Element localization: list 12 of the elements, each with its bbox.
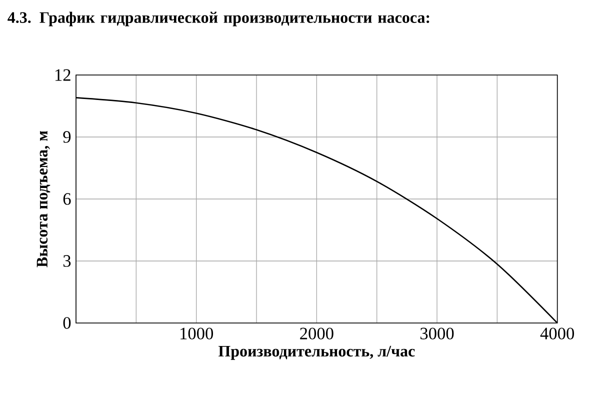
y-tick-label: 3 bbox=[63, 255, 71, 267]
y-tick-label: 9 bbox=[63, 131, 71, 143]
chart-title: 4.3. График гидравлической производительности насоса: bbox=[8, 12, 430, 26]
x-axis-title: Производительность, л/час bbox=[218, 346, 415, 360]
x-tick-label: 4000 bbox=[540, 328, 574, 340]
y-tick-label: 6 bbox=[63, 193, 71, 205]
y-axis-title: Высота подъема, м bbox=[36, 130, 50, 268]
y-tick-label: 0 bbox=[63, 317, 71, 329]
x-tick-label: 2000 bbox=[300, 328, 334, 340]
x-tick-label: 1000 bbox=[180, 328, 214, 340]
y-tick-label: 12 bbox=[55, 69, 70, 81]
x-tick-label: 3000 bbox=[420, 328, 454, 340]
